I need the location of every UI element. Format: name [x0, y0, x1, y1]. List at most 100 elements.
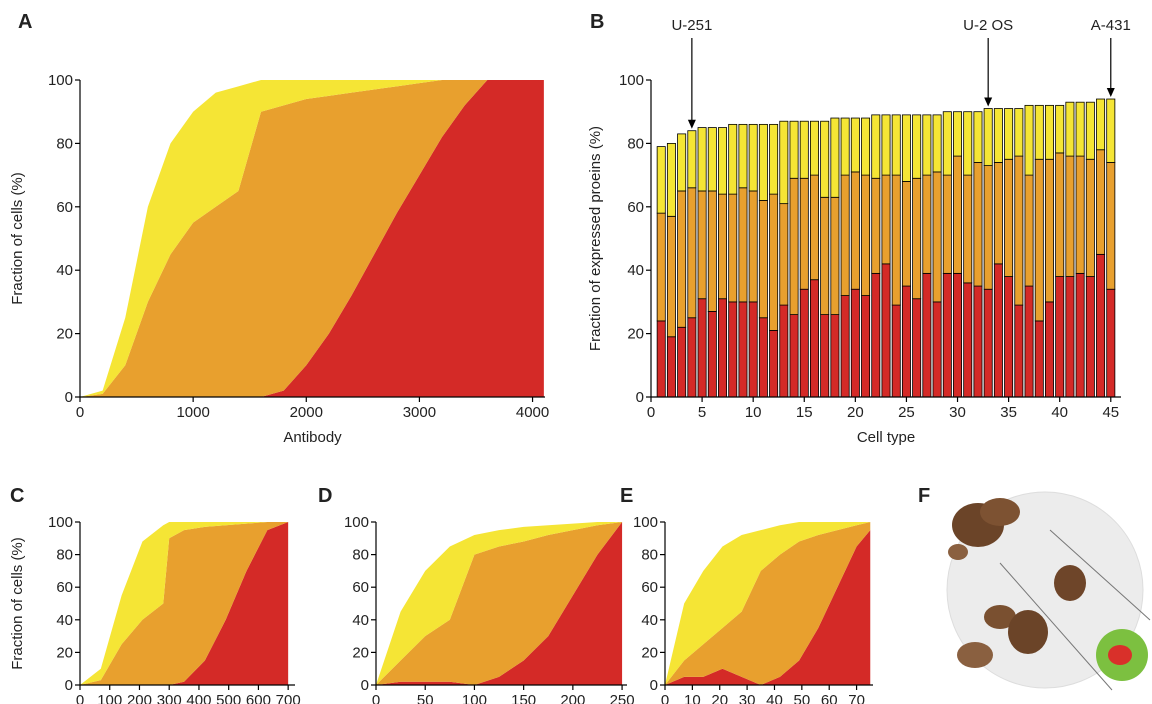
y-tick-label: 80 — [56, 547, 73, 564]
x-tick-label: 30 — [949, 404, 966, 421]
bar-segment — [850, 117, 860, 173]
bar-segment — [697, 298, 707, 398]
plot — [376, 522, 623, 685]
x-tick-label: 5 — [698, 404, 706, 421]
area — [80, 80, 544, 397]
y-tick-label: 100 — [633, 514, 658, 531]
bar-segment — [707, 190, 717, 312]
bar-segment — [738, 301, 748, 398]
y-tick-label: 40 — [56, 612, 73, 629]
bar-segment — [871, 114, 881, 179]
bar-segment — [891, 114, 901, 176]
x-tick-label: 10 — [745, 404, 762, 421]
bar-segment — [666, 336, 676, 398]
bar-segment — [697, 190, 707, 300]
bar-segment — [1096, 253, 1106, 398]
bar-segment — [656, 320, 666, 398]
bar-segment — [820, 196, 830, 315]
bar-segment — [830, 314, 840, 398]
bar-segment — [687, 317, 697, 398]
x-tick-label: 0 — [647, 404, 655, 421]
arrow-head — [1106, 88, 1115, 98]
bar-segment — [1085, 158, 1095, 277]
bar-segment — [779, 203, 789, 306]
bar-segment — [942, 174, 952, 274]
x-tick-label: 150 — [511, 692, 536, 704]
y-tick-label: 80 — [627, 135, 644, 152]
bar-segment — [1096, 98, 1106, 151]
bar-segment — [758, 200, 768, 319]
x-tick-label: 35 — [1000, 404, 1017, 421]
bar-segment — [942, 272, 952, 398]
bar-segment — [820, 314, 830, 398]
bar-segment — [718, 298, 728, 398]
y-tick-label: 20 — [56, 644, 73, 661]
x-tick-label: 45 — [1102, 404, 1119, 421]
bar-segment — [1075, 155, 1085, 274]
bar-segment — [1014, 155, 1024, 306]
bar-segment — [789, 314, 799, 398]
x-tick-label: 2000 — [290, 404, 323, 421]
annotation: U-251 — [671, 17, 712, 34]
bar-segment — [1014, 108, 1024, 157]
x-tick-label: 15 — [796, 404, 813, 421]
bar-segment — [687, 187, 697, 319]
bar-segment — [1044, 158, 1054, 303]
arrow-head — [984, 97, 993, 107]
bar-segment — [901, 114, 911, 182]
y-tick-label: 0 — [650, 677, 658, 694]
y-tick-label: 40 — [641, 612, 658, 629]
bar-segment — [1024, 174, 1034, 287]
x-tick-label: 50 — [793, 692, 810, 704]
annotation: U-2 OS — [963, 17, 1013, 34]
bar-segment — [861, 117, 871, 176]
bar-segment — [718, 193, 728, 300]
bar-segment — [901, 181, 911, 287]
bar-segment — [1065, 155, 1075, 277]
area — [376, 522, 623, 685]
bar-segment — [912, 177, 922, 300]
bar-segment — [728, 301, 738, 398]
bar-segment — [799, 288, 809, 398]
bar-segment — [1106, 162, 1116, 290]
bar-segment — [769, 330, 779, 398]
bar-segment — [840, 117, 850, 176]
y-tick-label: 20 — [641, 644, 658, 661]
bar-segment — [1065, 276, 1075, 398]
y-tick-label: 100 — [344, 514, 369, 531]
y-axis-label: Fraction of cells (%) — [9, 172, 26, 305]
y-tick-label: 0 — [65, 389, 73, 406]
bar-segment — [840, 174, 850, 296]
y-tick-label: 20 — [627, 326, 644, 343]
x-tick-label: 1000 — [176, 404, 209, 421]
x-tick-label: 600 — [246, 692, 271, 704]
x-tick-label: 50 — [417, 692, 434, 704]
x-tick-label: 0 — [372, 692, 380, 704]
bar-segment — [677, 190, 687, 328]
y-tick-label: 80 — [641, 547, 658, 564]
x-tick-label: 30 — [739, 692, 756, 704]
bar-segment — [707, 127, 717, 192]
area — [665, 522, 871, 685]
bar-segment — [1075, 101, 1085, 157]
bar-segment — [953, 272, 963, 398]
x-tick-label: 100 — [97, 692, 122, 704]
bar-segment — [758, 123, 768, 201]
bar-segment — [1044, 301, 1054, 398]
bar-segment — [1065, 101, 1075, 157]
panel-label: B — [590, 11, 604, 33]
area — [376, 522, 623, 685]
bar-segment — [881, 174, 891, 265]
x-tick-label: 700 — [276, 692, 301, 704]
y-tick-label: 100 — [48, 72, 73, 89]
bar-segment — [779, 304, 789, 398]
bar-segment — [789, 177, 799, 315]
y-tick-label: 20 — [352, 644, 369, 661]
area — [80, 522, 289, 685]
arrow-head — [687, 119, 696, 129]
bar-segment — [728, 123, 738, 195]
bar-segment — [1044, 104, 1054, 160]
area — [665, 522, 871, 685]
bar-segment — [809, 120, 819, 176]
